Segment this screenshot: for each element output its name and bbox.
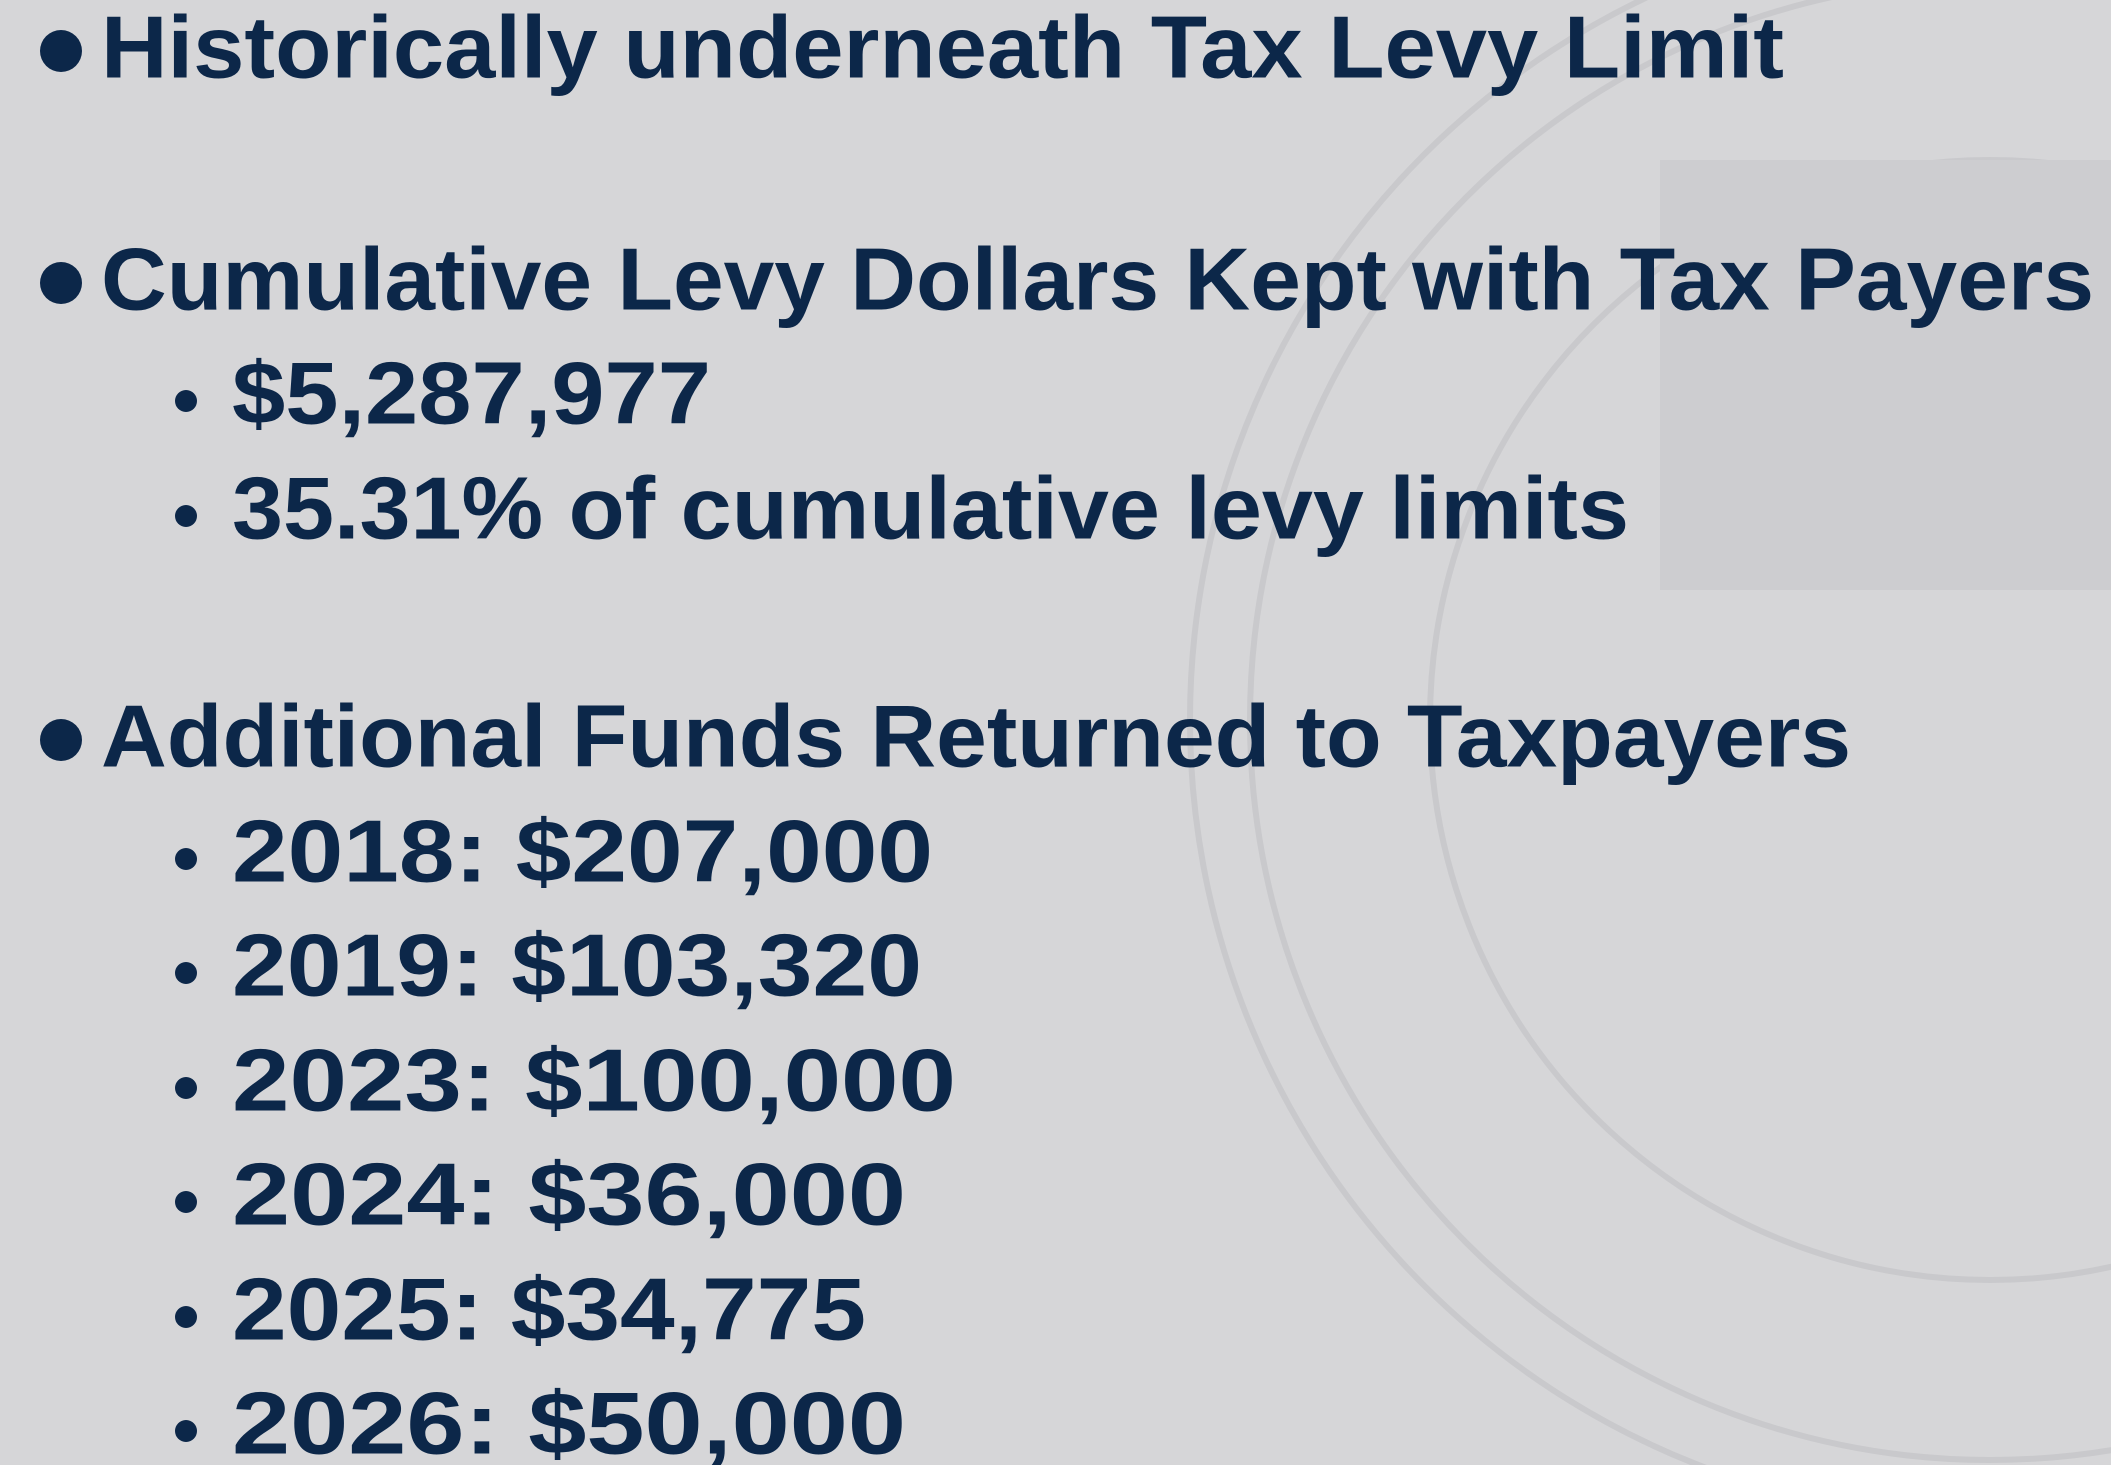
sub-bullet-text: 35.31% of cumulative levy limits (232, 458, 1629, 557)
seal-watermark (1187, 0, 2111, 1465)
bullet-text: Historically underneath Tax Levy Limit (101, 0, 1784, 96)
bullet-dot (40, 719, 82, 761)
sub-bullet-dot (175, 390, 197, 412)
sub-bullet-text: $5,287,977 (232, 343, 711, 442)
bullet-dot (40, 262, 82, 304)
sub-bullet-text: 2024: $36,000 (232, 1144, 906, 1243)
sub-bullet-dot (175, 1306, 197, 1328)
sub-bullet-text: 2023: $100,000 (232, 1030, 956, 1129)
bullet-text: Additional Funds Returned to Taxpayers (101, 686, 1851, 785)
bullet-text: Cumulative Levy Dollars Kept with Tax Pa… (101, 229, 2094, 328)
sub-bullet-dot (175, 1420, 197, 1442)
sub-bullet-dot (175, 962, 197, 984)
sub-bullet-dot (175, 1191, 197, 1213)
sub-bullet-text: 2026: $50,000 (232, 1373, 906, 1465)
sub-bullet-text: 2018: $207,000 (232, 801, 933, 900)
bullet-dot (40, 30, 82, 72)
sub-bullet-dot (175, 505, 197, 527)
sub-bullet-text: 2025: $34,775 (232, 1259, 866, 1358)
sub-bullet-text: 2019: $103,320 (232, 915, 922, 1014)
sub-bullet-dot (175, 848, 197, 870)
sub-bullet-dot (175, 1077, 197, 1099)
